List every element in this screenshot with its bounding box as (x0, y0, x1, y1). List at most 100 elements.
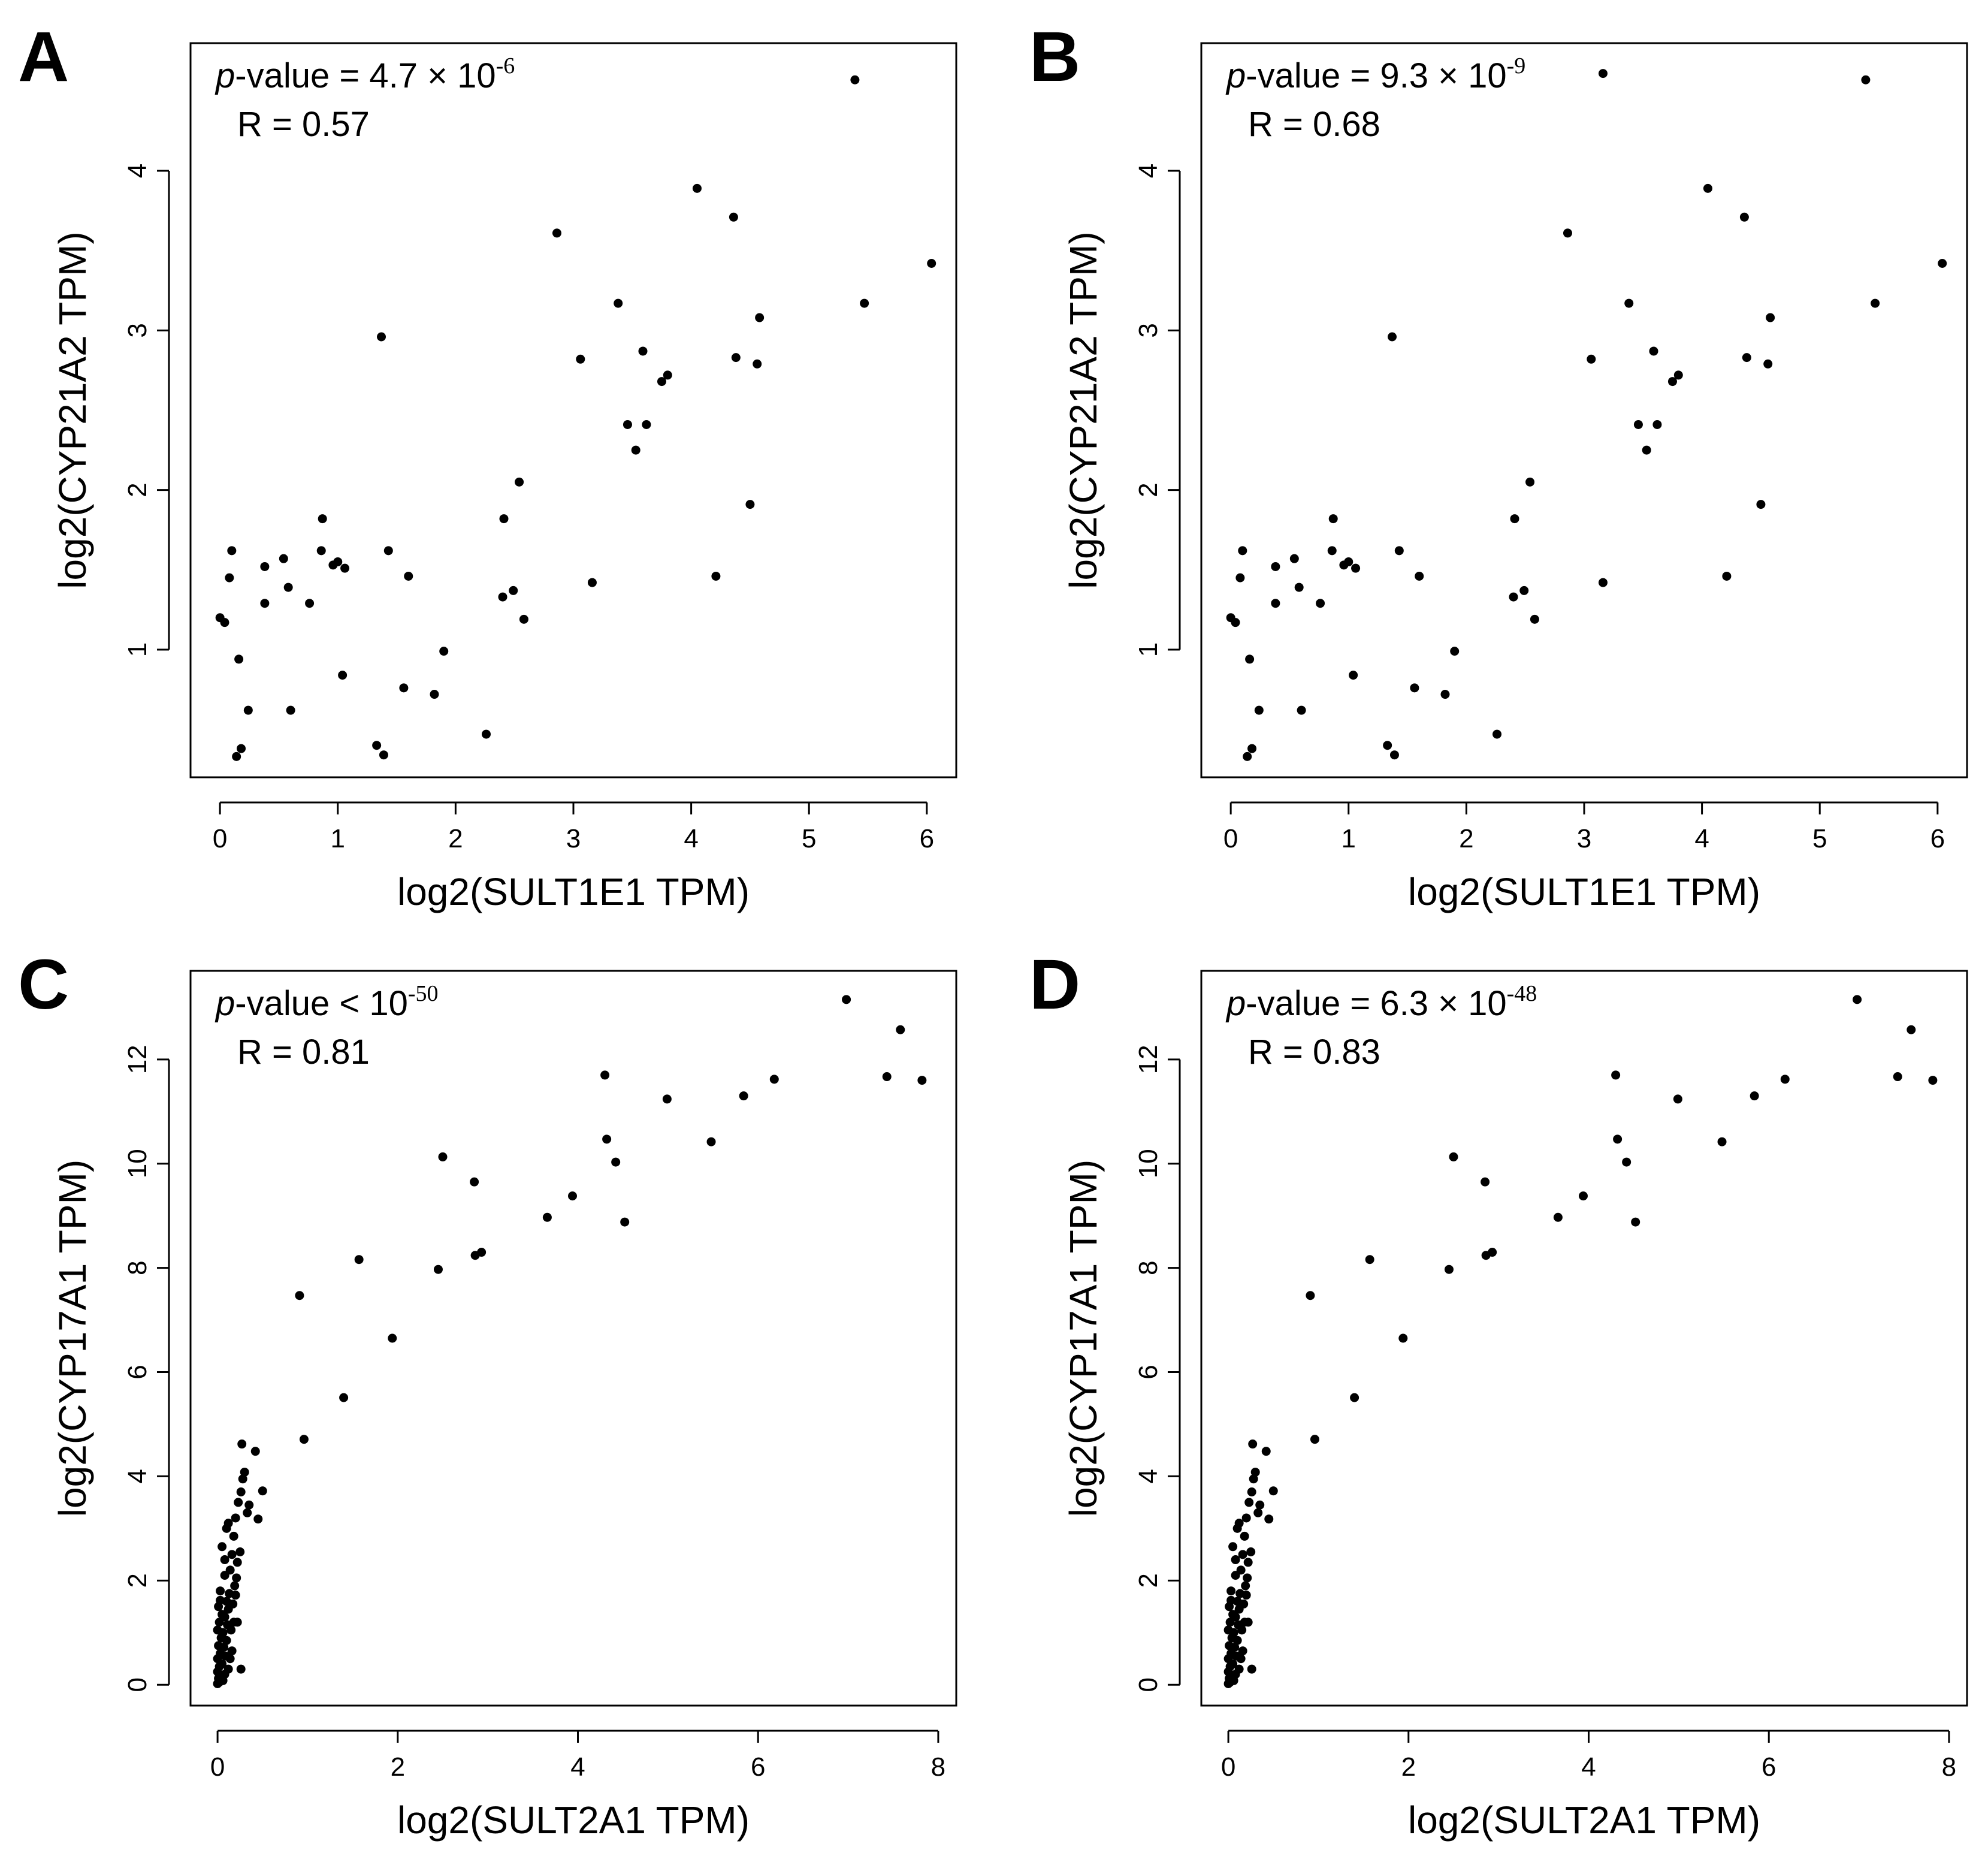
y-tick-label: 2 (123, 1573, 152, 1588)
data-point (228, 1599, 238, 1609)
data-point (509, 586, 518, 595)
data-point (1264, 1514, 1274, 1524)
data-point (1228, 1659, 1238, 1668)
data-point (753, 359, 762, 369)
data-point (860, 298, 869, 308)
data-point (1622, 1157, 1632, 1167)
data-point (1893, 1072, 1902, 1082)
data-point (692, 183, 702, 193)
data-point (226, 1625, 236, 1635)
data-point (1509, 592, 1518, 602)
data-point (662, 1094, 672, 1104)
y-tick-label: 6 (1134, 1365, 1163, 1379)
data-point (217, 1542, 227, 1552)
data-point (1238, 546, 1247, 556)
p-value-annotation: p-value = 9.3 × 10-9 (1225, 53, 1525, 95)
data-point (214, 1677, 224, 1687)
x-tick-label: 2 (391, 1752, 405, 1782)
x-tick-label: 6 (751, 1752, 765, 1782)
data-point (1255, 1500, 1265, 1510)
data-point (1243, 1558, 1253, 1567)
y-tick-label: 4 (1134, 1469, 1163, 1483)
data-point (769, 1075, 779, 1084)
data-point (1344, 557, 1353, 566)
data-point (1510, 514, 1519, 524)
plot-frame (1200, 42, 1968, 778)
data-point (1389, 750, 1399, 760)
data-point (1440, 690, 1450, 699)
data-point (1415, 571, 1424, 581)
data-point (250, 1447, 260, 1456)
data-point (1234, 1519, 1244, 1528)
data-point (234, 1498, 243, 1507)
data-point (388, 1333, 397, 1343)
data-point (642, 420, 651, 429)
data-point (305, 599, 315, 608)
data-point (220, 1612, 229, 1622)
panel-d: D 0 2 4 6 8 0 2 4 6 8 10 12 log2(SULT2A1 TPM) log2(CYP… (1029, 945, 1968, 1842)
y-tick-label: 2 (1134, 482, 1163, 497)
data-point (1225, 1677, 1235, 1687)
y-tick-label: 2 (1134, 1573, 1163, 1588)
data-point (217, 1659, 227, 1668)
x-tick-label: 8 (1942, 1752, 1956, 1782)
x-tick-label: 1 (1342, 824, 1356, 853)
data-point (404, 571, 413, 581)
data-point (1236, 1654, 1246, 1664)
data-point (243, 1508, 252, 1517)
data-point (602, 1134, 612, 1144)
data-point (1247, 744, 1257, 753)
x-tick-label: 1 (331, 824, 345, 853)
data-point (1247, 1487, 1256, 1497)
data-point (587, 578, 597, 587)
data-point (623, 420, 632, 429)
data-point (1928, 1076, 1938, 1085)
data-point (232, 1617, 242, 1627)
data-point (433, 1265, 443, 1274)
data-point (1667, 377, 1677, 387)
data-point (244, 1500, 254, 1510)
data-point (1248, 1440, 1258, 1449)
data-point (379, 750, 388, 760)
x-tick-label: 3 (566, 824, 581, 853)
data-point (657, 377, 666, 387)
data-point (927, 259, 936, 268)
x-axis-title: log2(SULT1E1 TPM) (397, 870, 750, 913)
data-point (745, 500, 755, 509)
data-point (1294, 583, 1304, 592)
data-point (1328, 514, 1338, 524)
data-point (1229, 1628, 1238, 1637)
data-point (354, 1255, 364, 1265)
x-axis-title: log2(SULT1E1 TPM) (1408, 870, 1760, 913)
x-tick-label: 4 (684, 824, 698, 853)
data-point (1243, 1617, 1253, 1627)
data-point (1226, 1586, 1236, 1596)
x-tick-label: 0 (210, 1752, 225, 1782)
data-point (1310, 1435, 1319, 1444)
p-value-exponent: -9 (1507, 53, 1526, 79)
data-point (1350, 1393, 1359, 1402)
data-point (1316, 599, 1325, 608)
data-point (1247, 1664, 1256, 1674)
data-point (1907, 1025, 1916, 1034)
plot-frame (189, 970, 957, 1707)
data-point (1327, 546, 1337, 556)
p-value-exponent: -6 (496, 53, 515, 79)
data-point (1394, 546, 1404, 556)
panel-letter: D (1029, 945, 1080, 1024)
data-point (438, 1152, 448, 1161)
data-point (1742, 353, 1751, 363)
data-point (220, 618, 229, 627)
data-point (1673, 370, 1683, 380)
data-point (338, 671, 348, 680)
data-point (1271, 599, 1280, 608)
p-value-annotation: p-value < 10-50 (214, 981, 439, 1023)
x-tick-label: 8 (931, 1752, 945, 1782)
data-point (1253, 1508, 1263, 1517)
data-point (232, 1558, 242, 1567)
p-value-exponent: -50 (408, 981, 439, 1006)
data-point (499, 514, 509, 524)
panel-c: C 0 2 4 6 8 0 2 4 6 8 10 12 log2(SULT2A1 TPM) log2(CYP… (18, 945, 957, 1842)
